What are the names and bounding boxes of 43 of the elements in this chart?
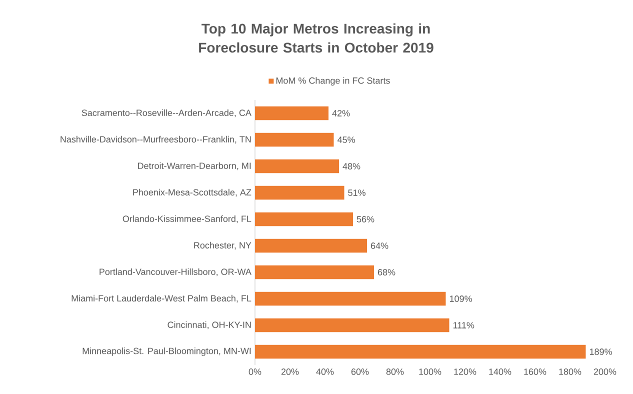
bar: [255, 186, 344, 200]
chart-title: Top 10 Major Metros Increasing in Foreclosure Starts in October 2019: [199, 23, 434, 53]
y-tick-label: Rochester, NY: [194, 242, 252, 250]
y-tick-label: Minneapolis-St. Paul-Bloomington, MN-WI: [82, 348, 251, 356]
data-label: 51%: [348, 190, 366, 196]
data-label: 45%: [337, 136, 355, 143]
x-tick-label: 60%: [351, 368, 369, 375]
y-tick-label: Cincinnati, OH-KY-IN: [168, 321, 251, 330]
y-tick-label: Portland-Vancouver-Hillsboro, OR-WA: [100, 268, 252, 276]
data-label: 68%: [378, 269, 396, 276]
y-tick-label: Sacramento--Roseville--Arden-Arcade, CA: [82, 109, 252, 118]
bar: [255, 265, 374, 280]
bar: [255, 132, 334, 147]
x-tick-label: 180%: [559, 368, 582, 375]
x-tick-label: 40%: [316, 368, 334, 375]
bar: [255, 212, 353, 226]
bar: [255, 292, 446, 306]
data-label: 189%: [590, 348, 612, 355]
bar: [255, 344, 586, 359]
y-tick-label: Miami-Fort Lauderdale-West Palm Beach, FL: [72, 294, 252, 303]
bar: [255, 318, 450, 332]
x-tick-label: 160%: [524, 368, 546, 375]
data-label: 48%: [342, 163, 360, 170]
data-label: 42%: [332, 110, 350, 116]
x-tick-label: 0%: [248, 368, 262, 375]
x-tick-label: 140%: [489, 368, 512, 375]
legend-label: MoM % Change in FC Starts: [276, 77, 390, 86]
bar: [255, 106, 328, 120]
y-tick-label: Nashville-Davidson--Murfreesboro--Franklin, TN: [60, 136, 251, 144]
bar: [255, 159, 339, 174]
y-tick-label: Phoenix-Mesa-Scottsdale, AZ: [133, 188, 252, 197]
y-tick-label: Detroit-Warren-Dearborn, MI: [138, 162, 251, 170]
data-label: 111%: [453, 322, 474, 328]
x-tick-label: 100%: [419, 368, 442, 375]
x-tick-label: 20%: [281, 368, 299, 375]
data-label: 109%: [450, 296, 472, 302]
y-tick-label: Orlando-Kissimmee-Sanford, FL: [122, 215, 252, 224]
bar: [255, 238, 367, 253]
data-label: 64%: [370, 242, 388, 249]
data-label: 56%: [356, 216, 374, 222]
x-tick-label: 200%: [594, 368, 616, 375]
x-tick-label: 120%: [454, 368, 476, 375]
x-tick-label: 80%: [386, 368, 404, 375]
